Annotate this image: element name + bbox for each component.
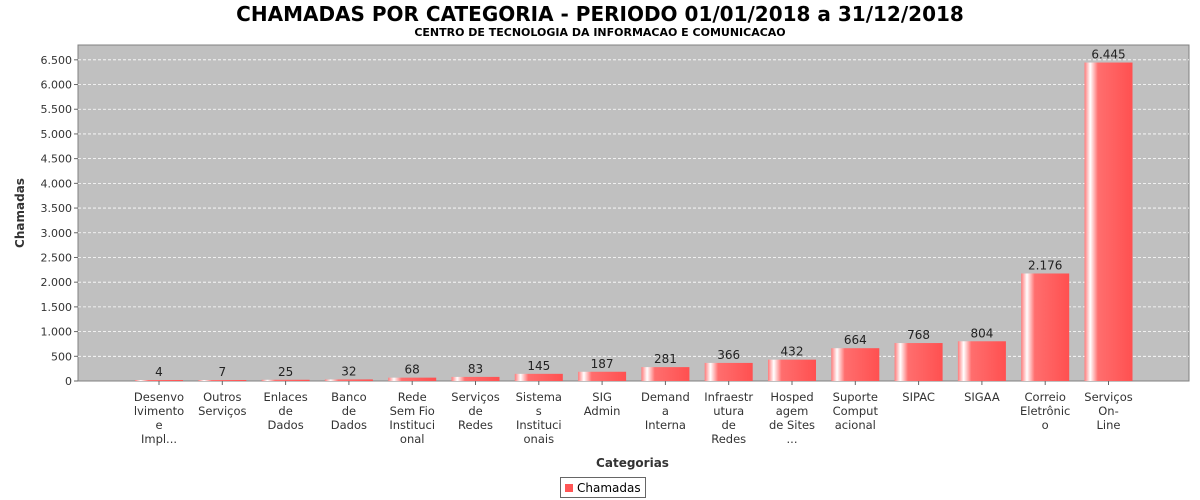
data-label: 432 <box>781 345 804 359</box>
data-label: 187 <box>591 357 614 371</box>
x-tick-label: Desenvo lvimento e Impl... <box>134 390 184 446</box>
y-tick-label: 500 <box>51 350 72 363</box>
bar <box>198 380 247 381</box>
data-label: 7 <box>218 365 226 379</box>
bar <box>514 373 563 381</box>
chart-subtitle: CENTRO DE TECNOLOGIA DA INFORMACAO E COM… <box>414 26 786 39</box>
legend-label: Chamadas <box>577 480 641 495</box>
y-tick-label: 1.500 <box>41 301 73 314</box>
y-tick-label: 1.000 <box>41 326 73 339</box>
y-tick-label: 4.000 <box>41 177 73 190</box>
data-label: 664 <box>844 333 867 347</box>
data-label: 4 <box>155 365 163 379</box>
data-label: 6.445 <box>1091 48 1125 62</box>
x-tick-label: Banco de Dados <box>331 390 367 432</box>
bar <box>894 343 943 381</box>
x-tick-label: Outros Serviços <box>198 390 246 418</box>
x-tick-label: Infraestr utura de Redes <box>704 390 753 446</box>
data-label: 145 <box>527 359 550 373</box>
data-label: 25 <box>278 365 293 379</box>
bar <box>704 362 753 381</box>
y-tick-label: 5.000 <box>41 128 73 141</box>
data-label: 68 <box>405 363 420 377</box>
bar <box>578 371 627 381</box>
bar <box>831 348 880 381</box>
data-label: 366 <box>717 348 740 362</box>
y-tick-label: 6.500 <box>41 54 73 67</box>
bar <box>1084 62 1133 382</box>
bar <box>957 341 1006 381</box>
bar <box>768 359 816 381</box>
y-axis-label: Chamadas <box>13 178 27 248</box>
data-label: 804 <box>970 326 993 340</box>
x-tick-label: SIPAC <box>902 390 935 404</box>
data-label: 768 <box>907 328 930 342</box>
y-tick-label: 4.500 <box>41 153 73 166</box>
chart-title: CHAMADAS POR CATEGORIA - PERIODO 01/01/2… <box>236 2 964 26</box>
y-tick-label: 0 <box>65 375 72 388</box>
data-label: 32 <box>341 364 356 378</box>
x-tick-label: Rede Sem Fio Instituci onal <box>389 390 435 446</box>
x-tick-label: SIG Admin <box>584 390 621 418</box>
x-tick-label: Serviços de Redes <box>451 390 499 432</box>
bar <box>388 377 437 381</box>
data-label: 2.176 <box>1028 258 1062 272</box>
y-tick-label: 6.000 <box>41 79 73 92</box>
bar <box>324 379 373 381</box>
data-label: 281 <box>654 352 677 366</box>
bar <box>641 367 690 381</box>
x-tick-label: Suporte Comput acional <box>833 390 879 432</box>
x-tick-label: Sistema s Instituci onais <box>516 390 562 446</box>
legend-swatch <box>565 483 573 492</box>
plot-area <box>77 44 1190 382</box>
x-tick-label: Enlaces de Dados <box>264 390 308 432</box>
bar <box>261 379 310 381</box>
x-tick-label: Correio Eletrônic o <box>1020 390 1070 432</box>
x-tick-label: Hosped agem de Sites... <box>769 390 815 446</box>
bar <box>1021 273 1070 381</box>
x-tick-label: Serviços On-Line <box>1084 390 1132 432</box>
data-label: 83 <box>468 362 483 376</box>
x-tick-label: SIGAA <box>964 390 1000 404</box>
y-tick-label: 3.000 <box>41 227 73 240</box>
y-tick-label: 2.500 <box>41 251 73 264</box>
y-tick-label: 5.500 <box>41 103 73 116</box>
x-tick-label: Demand a Interna <box>641 390 690 432</box>
bar <box>135 380 183 381</box>
y-tick-label: 2.000 <box>41 276 73 289</box>
y-tick-label: 3.500 <box>41 202 73 215</box>
x-axis-label: Categorias <box>596 456 669 470</box>
bar <box>451 376 500 381</box>
chart-legend: Chamadas <box>560 477 646 498</box>
